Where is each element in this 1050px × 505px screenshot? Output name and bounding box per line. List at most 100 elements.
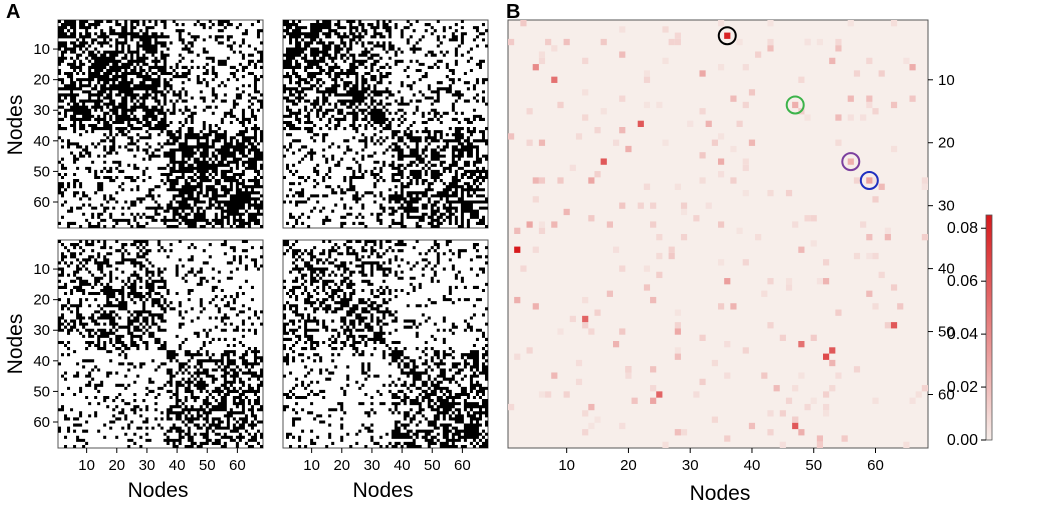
heatmap-cell [619, 26, 626, 33]
heatmap-cell [724, 278, 731, 285]
heatmap-cell [582, 114, 589, 121]
heatmap-cell [835, 139, 842, 146]
heatmap-cell [594, 309, 601, 316]
heatmap-cell [514, 296, 521, 304]
heatmap-cell-strong [890, 322, 898, 329]
heatmap-frame [507, 19, 929, 449]
heatmap-cell [526, 221, 533, 228]
heatmap-cell [755, 51, 762, 58]
heatmap-cell [785, 278, 793, 285]
heatmap-cell [835, 45, 842, 52]
heatmap-cell [718, 158, 725, 165]
heatmap-cell [569, 315, 576, 323]
heatmap-cell [631, 397, 638, 404]
y-tick-label: 20 [33, 72, 50, 89]
heatmap-cell [736, 227, 743, 234]
heatmap-cell [508, 38, 515, 46]
heatmap-cell [767, 410, 774, 417]
heatmap-cell [711, 416, 718, 423]
heatmap-cell-strong [829, 347, 836, 354]
heatmap-cell [866, 252, 873, 260]
highlight-circle [785, 95, 805, 115]
heatmap-cell [532, 196, 539, 203]
heatmap-cell [810, 215, 817, 222]
heatmap-cell-strong [600, 158, 607, 165]
x-tick-label: 10 [303, 457, 320, 474]
heatmap-cell [588, 422, 595, 430]
heatmap-cell [668, 252, 675, 260]
x-tick-label: 60 [229, 457, 246, 474]
heatmap-cell [656, 101, 663, 109]
adjacency-matrix-bottom-right [282, 239, 489, 449]
heatmap-cell [878, 70, 885, 77]
heatmap-cell [804, 114, 811, 121]
colorbar: 0.00 0.02 0.04 0.06 0.08 [947, 214, 993, 449]
x-tick-label: 60 [454, 457, 471, 474]
heatmap-cell [699, 334, 706, 341]
heatmap-cell [526, 108, 533, 115]
heatmap-cell [643, 183, 651, 190]
heatmap-cell [699, 108, 706, 115]
heatmap-cell [680, 208, 688, 216]
y-tick-label: 60 [938, 387, 955, 404]
heatmap-cell [594, 127, 601, 134]
heatmap-cell [853, 177, 861, 184]
y-tick-label: 30 [33, 322, 50, 339]
heatmap-cell [538, 227, 546, 234]
heatmap-cell [792, 385, 799, 392]
heatmap-cell [514, 353, 521, 360]
heatmap-cell [890, 101, 898, 109]
heatmap-cell [619, 95, 626, 102]
adjacency-cells [283, 240, 488, 448]
heatmap-cell-strong [656, 391, 663, 398]
heatmap-cell [551, 221, 558, 228]
heatmap-cell [588, 403, 595, 411]
highlight-circle [717, 26, 737, 46]
heatmap-cell [674, 328, 681, 335]
heatmap-cell [884, 227, 891, 234]
heatmap-cell [693, 215, 700, 222]
panel-a-y-axis-title-top: Nodes [4, 95, 27, 156]
heatmap-cell [798, 76, 805, 83]
heatmap-cell [569, 164, 576, 172]
heatmap-cell-strong [823, 353, 830, 360]
heatmap-cell [588, 215, 595, 222]
heatmap-cell [804, 215, 811, 222]
heatmap-cell [866, 101, 873, 109]
heatmap-cell [742, 64, 749, 71]
heatmap-cell [643, 284, 651, 291]
heatmap-cell [650, 296, 657, 304]
heatmap-cell [582, 410, 589, 417]
heatmap-cell [767, 189, 774, 197]
heatmap-cell [761, 372, 768, 379]
colorbar-tick-label: 0.00 [947, 432, 978, 449]
heatmap-cell [582, 57, 589, 65]
heatmap-cell [538, 51, 546, 58]
heatmap-cell [823, 391, 830, 398]
heatmap-cell [625, 372, 632, 379]
heatmap-cell [674, 347, 681, 354]
heatmap-cell [884, 322, 891, 329]
panel-b-letter: B [506, 1, 520, 23]
y-tick-label: 50 [938, 324, 955, 341]
panel-b-x-ticks: 10 20 30 40 50 60 [558, 448, 884, 474]
heatmap-cell-strong [637, 120, 644, 127]
heatmap-cell [545, 391, 552, 398]
contribution-heatmap [507, 19, 929, 449]
x-tick-label: 30 [139, 457, 156, 474]
heatmap-cell [816, 435, 823, 442]
heatmap-cell [656, 271, 663, 279]
heatmap-cell [643, 70, 651, 77]
colorbar-gradient [985, 214, 993, 441]
heatmap-cell [711, 139, 718, 146]
panel-a-x-axis-title-left: Nodes [128, 479, 189, 502]
heatmap-cell [718, 64, 725, 71]
heatmap-cell [650, 202, 657, 209]
heatmap-cell [835, 309, 842, 316]
heatmap-cell [866, 95, 873, 102]
heatmap-cell [860, 221, 867, 228]
heatmap-cell [724, 341, 731, 348]
heatmap-cell [575, 359, 583, 367]
heatmap-cell [563, 38, 570, 46]
heatmap-cell [878, 183, 885, 190]
